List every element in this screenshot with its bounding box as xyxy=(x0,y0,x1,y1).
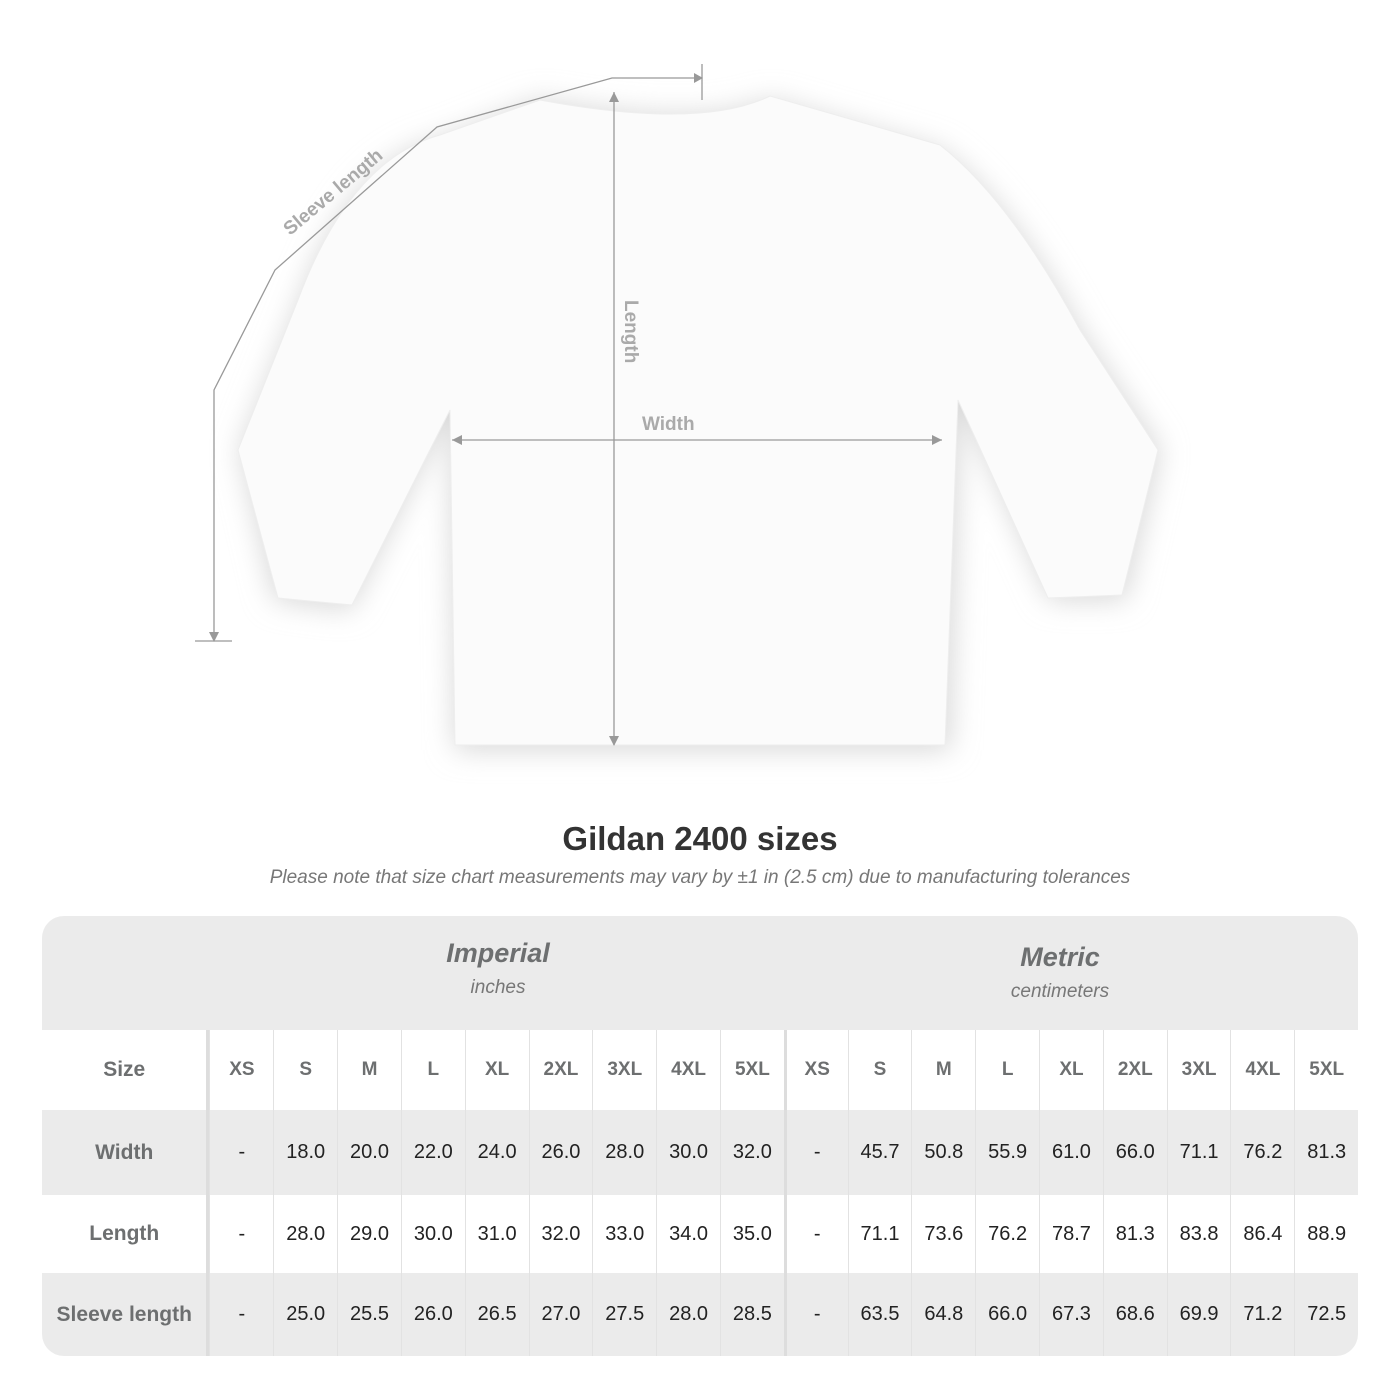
table-cell: M xyxy=(337,1030,401,1110)
table-cell: 31.0 xyxy=(464,1195,529,1273)
row-label: Width xyxy=(42,1110,210,1195)
table-cell: 66.0 xyxy=(1102,1110,1167,1195)
table-cell: 25.5 xyxy=(337,1273,401,1356)
table-cell: 78.7 xyxy=(1039,1195,1103,1273)
table-cell: - xyxy=(209,1110,273,1195)
table-cell: 83.8 xyxy=(1166,1195,1231,1273)
table-cell: 29.0 xyxy=(337,1195,401,1273)
row-label: Length xyxy=(42,1195,210,1273)
table-cell: 2XL xyxy=(1102,1030,1167,1110)
table-row: Sleeve length -25.0 25.5 26.0 26.5 27.0 27.5 28… xyxy=(42,1273,1358,1356)
table-cell: 22.0 xyxy=(400,1110,465,1195)
table-group-header: Imperial inches Metric centimeters xyxy=(42,916,1358,1030)
table-cell: 5XL xyxy=(719,1030,784,1110)
table-cell: 81.3 xyxy=(1294,1110,1358,1195)
table-cell: - xyxy=(209,1195,273,1273)
table-cell: 64.8 xyxy=(911,1273,975,1356)
table-cell: 86.4 xyxy=(1230,1195,1294,1273)
metric-title: Metric xyxy=(1020,942,1100,972)
table-cell: 30.0 xyxy=(400,1195,465,1273)
table-cell: 28.0 xyxy=(656,1273,720,1356)
table-cell: - xyxy=(783,1195,848,1273)
page-title: Gildan 2400 sizes xyxy=(562,820,838,857)
table-cell: S xyxy=(273,1030,337,1110)
table-cell: 69.9 xyxy=(1166,1273,1231,1356)
table-cell: 63.5 xyxy=(847,1273,912,1356)
table-cell: 28.0 xyxy=(592,1110,656,1195)
table-cell: XL xyxy=(1039,1030,1103,1110)
table-cell: 76.2 xyxy=(975,1195,1039,1273)
table-cell: 28.5 xyxy=(719,1273,784,1356)
table-cell: - xyxy=(783,1110,848,1195)
size-table: Imperial inches Metric centimeters Size X… xyxy=(42,916,1358,1356)
length-label: Length xyxy=(620,300,641,363)
table-cell: 50.8 xyxy=(911,1110,975,1195)
table-cell: 35.0 xyxy=(719,1195,784,1273)
table-cell: 26.5 xyxy=(464,1273,529,1356)
table-cell: 18.0 xyxy=(273,1110,337,1195)
table-cell: 81.3 xyxy=(1102,1195,1167,1273)
table-cell: 67.3 xyxy=(1039,1273,1103,1356)
table-cell: XS xyxy=(783,1030,848,1110)
table-cell: 73.6 xyxy=(911,1195,975,1273)
table-cell: 71.2 xyxy=(1230,1273,1294,1356)
table-cell: L xyxy=(400,1030,465,1110)
table-cell: 3XL xyxy=(592,1030,656,1110)
table-cell: - xyxy=(783,1273,848,1356)
table-cell: 3XL xyxy=(1166,1030,1231,1110)
table-cell: - xyxy=(209,1273,273,1356)
row-label: Sleeve length xyxy=(42,1273,210,1356)
shirt-body xyxy=(237,95,1159,746)
imperial-group: Imperial inches xyxy=(210,938,786,999)
table-cell: L xyxy=(975,1030,1039,1110)
shirt-diagram: Sleeve length Length Width xyxy=(195,64,1160,750)
table-cell: S xyxy=(847,1030,912,1110)
table-cell: 71.1 xyxy=(847,1195,912,1273)
table-cell: 2XL xyxy=(528,1030,593,1110)
table-cell: 32.0 xyxy=(528,1195,593,1273)
table-cell: 28.0 xyxy=(273,1195,337,1273)
table-cell: 24.0 xyxy=(464,1110,529,1195)
imperial-unit: inches xyxy=(470,977,526,998)
tolerance-note: Please note that size chart measurements… xyxy=(269,867,1131,888)
table-cell: 33.0 xyxy=(592,1195,656,1273)
table-cell: 66.0 xyxy=(975,1273,1039,1356)
table-cell: 20.0 xyxy=(337,1110,401,1195)
table-cell: 71.1 xyxy=(1166,1110,1231,1195)
table-cell: 4XL xyxy=(1230,1030,1294,1110)
table-cell: 26.0 xyxy=(528,1110,593,1195)
table-cell: XL xyxy=(464,1030,529,1110)
table-cell: 61.0 xyxy=(1039,1110,1103,1195)
table-cell: 34.0 xyxy=(656,1195,720,1273)
table-cell: 25.0 xyxy=(273,1273,337,1356)
table-cell: XS xyxy=(209,1030,273,1110)
table-cell: 27.5 xyxy=(592,1273,656,1356)
table-cell: 26.0 xyxy=(400,1273,465,1356)
table-cell: 32.0 xyxy=(719,1110,784,1195)
table-cell: 72.5 xyxy=(1294,1273,1358,1356)
width-label: Width xyxy=(642,414,695,435)
table-row: Length -28.0 29.0 30.0 31.0 32.0 33.0 34.0 35.0-… xyxy=(42,1195,1358,1273)
table-cell: 76.2 xyxy=(1230,1110,1294,1195)
imperial-title: Imperial xyxy=(446,938,550,968)
table-cell: 27.0 xyxy=(528,1273,593,1356)
table-cell: 4XL xyxy=(656,1030,720,1110)
metric-group: Metric centimeters xyxy=(786,942,1334,1003)
table-cell: 45.7 xyxy=(847,1110,912,1195)
table-row: Width -18.0 20.0 22.0 24.0 26.0 28.0 30.0 32.0-4… xyxy=(42,1110,1358,1195)
header-row: Size XS S M L XL 2XL 3XL 4XL 5XL XS S M L XL 2XL 3XL 4XL 5… xyxy=(42,1030,1358,1110)
table-cell: 5XL xyxy=(1294,1030,1358,1110)
row-label: Size xyxy=(42,1030,210,1110)
table-cell: 68.6 xyxy=(1102,1273,1167,1356)
table-cell: 88.9 xyxy=(1294,1195,1358,1273)
table-cell: M xyxy=(911,1030,975,1110)
table-cell: 55.9 xyxy=(975,1110,1039,1195)
table-cell: 30.0 xyxy=(656,1110,720,1195)
metric-unit: centimeters xyxy=(1010,981,1110,1002)
